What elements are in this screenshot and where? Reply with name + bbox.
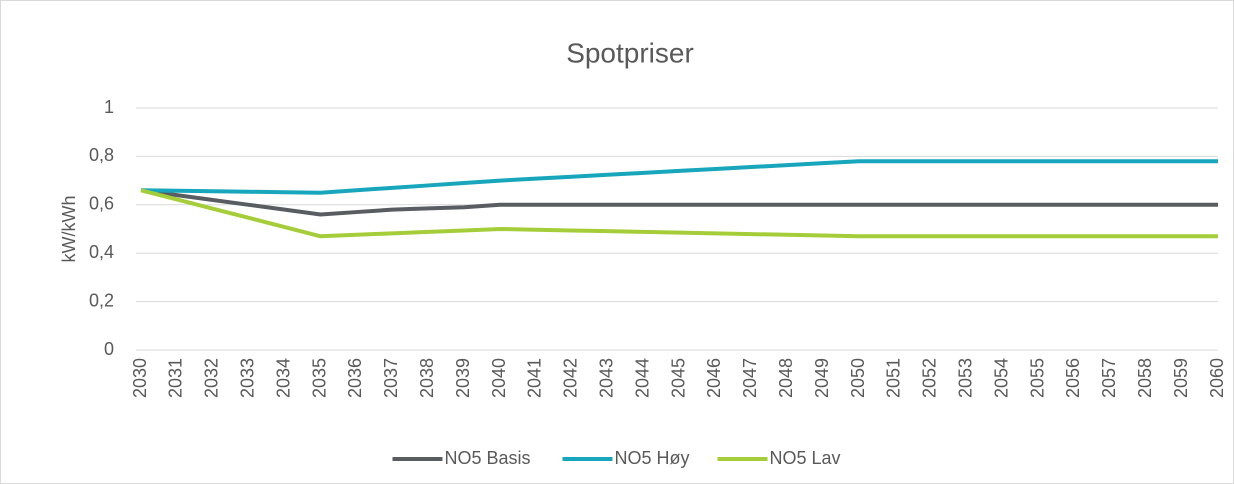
- x-tick-label: 2056: [1063, 358, 1083, 398]
- y-axis-label: kW/kWh: [59, 196, 79, 263]
- x-tick-label: 2035: [309, 358, 329, 398]
- legend-label: NO5 Basis: [445, 448, 531, 468]
- x-tick-label: 2051: [884, 358, 904, 398]
- y-tick-label: 0,4: [89, 242, 114, 262]
- x-tick-label: 2048: [776, 358, 796, 398]
- x-tick-label: 2033: [237, 358, 257, 398]
- chart-title: Spotpriser: [566, 37, 694, 68]
- x-tick-label: 2043: [596, 358, 616, 398]
- x-tick-label: 2038: [417, 358, 437, 398]
- x-tick-label: 2031: [166, 358, 186, 398]
- x-tick-label: 2052: [920, 358, 940, 398]
- x-tick-label: 2045: [668, 358, 688, 398]
- x-tick-label: 2050: [848, 358, 868, 398]
- series-line: [140, 188, 1218, 239]
- y-tick-label: 1: [104, 97, 114, 117]
- x-tick-label: 2034: [273, 358, 293, 398]
- legend-label: NO5 Lav: [770, 448, 841, 468]
- x-tick-label: 2046: [704, 358, 724, 398]
- x-tick-label: 2032: [202, 358, 222, 398]
- x-tick-label: 2036: [345, 358, 365, 398]
- x-tick-label: 2060: [1207, 358, 1227, 398]
- x-tick-label: 2053: [955, 358, 975, 398]
- x-tick-label: 2055: [1027, 358, 1047, 398]
- x-tick-label: 2047: [740, 358, 760, 398]
- x-tick-label: 2040: [489, 358, 509, 398]
- x-tick-label: 2037: [381, 358, 401, 398]
- x-tick-label: 2049: [812, 358, 832, 398]
- x-tick-label: 2041: [525, 358, 545, 398]
- x-tick-label: 2058: [1135, 358, 1155, 398]
- series-line: [140, 188, 1218, 217]
- x-tick-label: 2059: [1171, 358, 1191, 398]
- y-tick-label: 0,2: [89, 290, 114, 310]
- y-tick-label: 0,8: [89, 145, 114, 165]
- x-tick-label: 2030: [130, 358, 150, 398]
- x-tick-label: 2042: [561, 358, 581, 398]
- x-tick-label: 2057: [1099, 358, 1119, 398]
- x-tick-label: 2039: [453, 358, 473, 398]
- y-tick-label: 0: [104, 339, 114, 359]
- x-tick-label: 2054: [991, 358, 1011, 398]
- series-line: [140, 159, 1218, 195]
- legend-label: NO5 Høy: [615, 448, 690, 468]
- y-tick-label: 0,6: [89, 194, 114, 214]
- x-tick-label: 2044: [632, 358, 652, 398]
